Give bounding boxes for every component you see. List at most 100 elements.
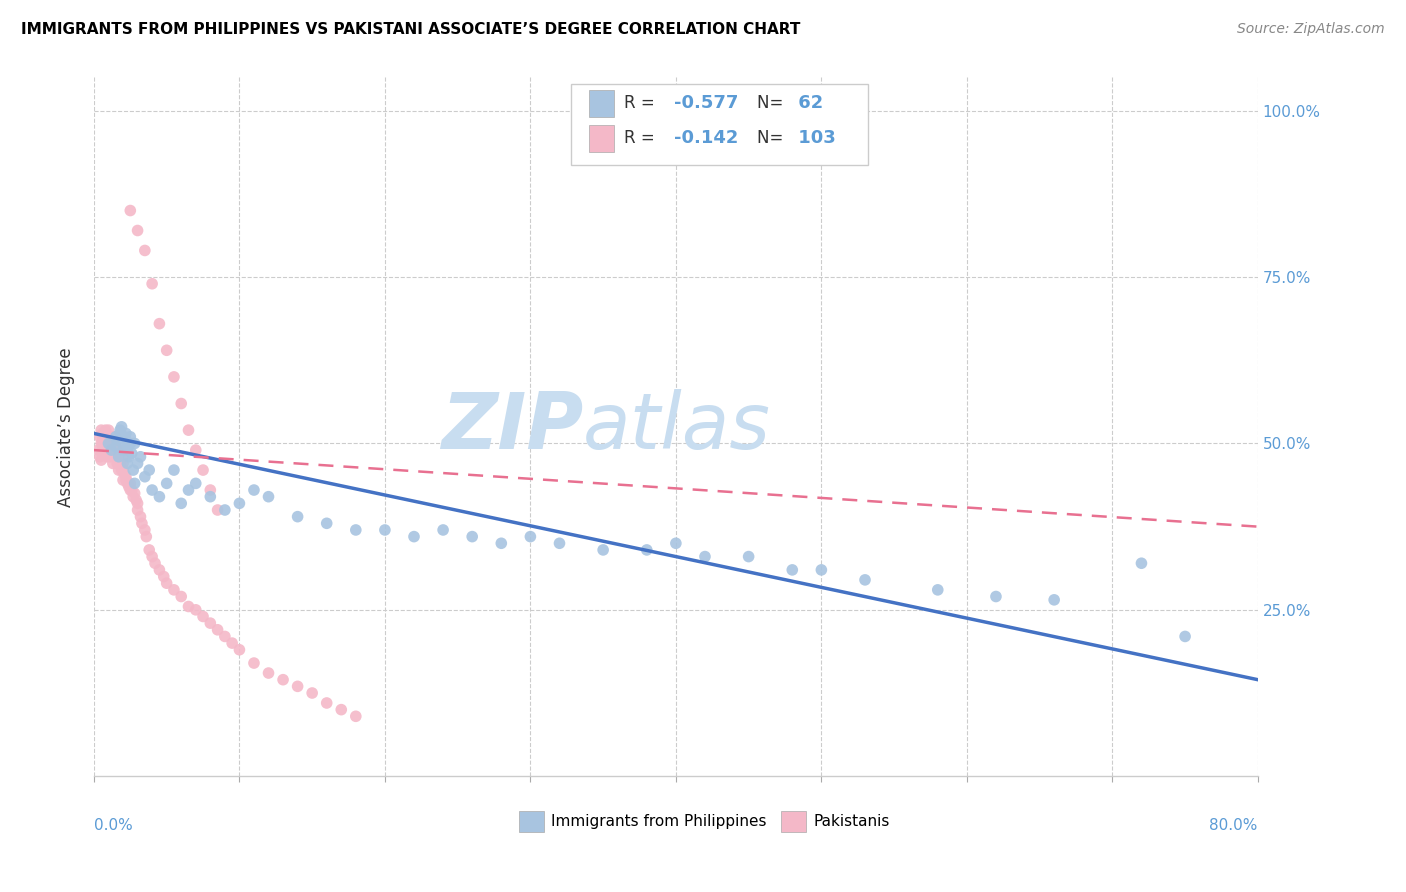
Point (97, 436, 120, 450)
Point (94, 436, 117, 450)
Point (93, 430, 115, 444)
Point (112, 463, 135, 477)
Point (97, 430, 120, 444)
Point (984, 590, 1007, 604)
Point (163, 582, 186, 597)
Text: -0.142: -0.142 (673, 129, 738, 147)
Point (127, 503, 149, 517)
Point (184, 443, 207, 458)
Point (177, 423, 200, 437)
Point (519, 530, 541, 544)
Point (108, 426, 131, 441)
Point (135, 530, 157, 544)
Point (163, 370, 186, 384)
Text: Source: ZipAtlas.com: Source: ZipAtlas.com (1237, 22, 1385, 37)
Point (127, 496, 149, 510)
Point (104, 440, 127, 454)
Text: 62: 62 (792, 95, 824, 112)
Point (105, 457, 128, 471)
Point (107, 450, 129, 464)
Point (156, 476, 179, 491)
Point (491, 536, 513, 550)
Point (120, 430, 142, 444)
Point (118, 450, 141, 464)
Point (170, 496, 193, 510)
Point (184, 476, 207, 491)
Point (120, 483, 142, 497)
FancyBboxPatch shape (589, 125, 614, 152)
Point (117, 443, 139, 458)
Text: IMMIGRANTS FROM PHILIPPINES VS PAKISTANI ASSOCIATE’S DEGREE CORRELATION CHART: IMMIGRANTS FROM PHILIPPINES VS PAKISTANI… (21, 22, 800, 37)
Point (97, 423, 120, 437)
Point (148, 317, 170, 331)
Point (89, 430, 111, 444)
Point (110, 419, 132, 434)
Point (200, 483, 222, 497)
Text: N=: N= (758, 129, 789, 147)
Point (100, 443, 122, 458)
Point (315, 696, 337, 710)
Point (134, 523, 156, 537)
Point (104, 450, 127, 464)
Point (693, 549, 716, 564)
Point (810, 563, 832, 577)
Point (112, 450, 135, 464)
FancyBboxPatch shape (780, 811, 806, 832)
Point (97, 443, 120, 458)
Point (104, 430, 127, 444)
Point (120, 476, 142, 491)
Text: 80.0%: 80.0% (1209, 818, 1258, 833)
FancyBboxPatch shape (519, 811, 544, 832)
Point (243, 483, 266, 497)
Point (103, 443, 125, 458)
Point (148, 490, 170, 504)
Point (402, 530, 425, 544)
Point (112, 443, 135, 458)
Point (853, 573, 876, 587)
Point (97, 436, 120, 450)
Point (103, 430, 125, 444)
Point (97, 443, 120, 458)
Point (780, 563, 803, 577)
Point (105, 443, 128, 458)
Point (257, 490, 280, 504)
Point (96, 440, 118, 454)
Point (90, 453, 112, 467)
Point (107, 463, 129, 477)
Point (117, 457, 139, 471)
Point (344, 709, 367, 723)
Point (120, 436, 142, 450)
Point (122, 490, 145, 504)
Point (141, 277, 163, 291)
Point (100, 430, 122, 444)
Point (98, 450, 121, 464)
Point (94, 423, 117, 437)
Point (124, 476, 146, 491)
Point (98, 433, 121, 447)
Point (163, 463, 186, 477)
Point (91, 443, 114, 458)
Point (432, 523, 454, 537)
Point (108, 423, 131, 437)
Point (152, 569, 174, 583)
Point (89, 450, 111, 464)
Point (104, 430, 127, 444)
Y-axis label: Associate’s Degree: Associate’s Degree (58, 347, 75, 507)
Text: R =: R = (623, 129, 659, 147)
Point (90, 423, 112, 437)
Point (112, 457, 135, 471)
Point (156, 576, 179, 591)
Point (90, 436, 112, 450)
Point (177, 599, 200, 614)
Point (200, 616, 222, 631)
Point (461, 530, 484, 544)
Point (104, 440, 127, 454)
Point (548, 536, 571, 550)
Point (108, 457, 131, 471)
Point (93, 440, 115, 454)
Point (96, 450, 118, 464)
Point (737, 549, 759, 564)
Text: -0.577: -0.577 (673, 95, 738, 112)
Point (93, 446, 115, 460)
Point (94, 443, 117, 458)
